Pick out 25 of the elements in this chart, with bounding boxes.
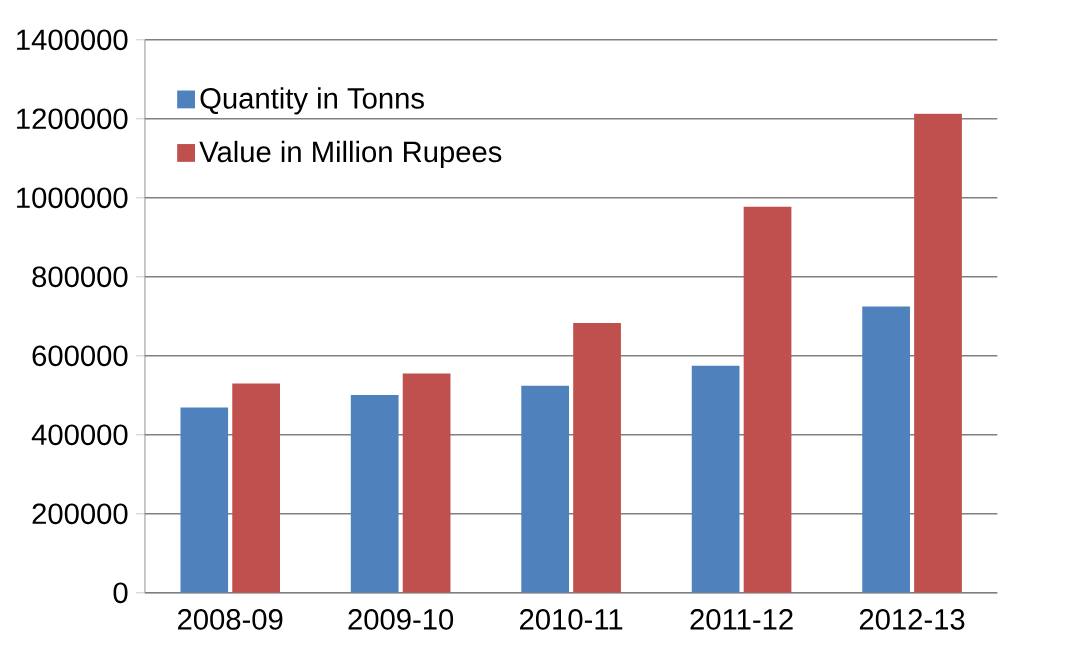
y-tick-label: 400000 (31, 424, 128, 446)
bar (862, 306, 910, 593)
bar (521, 385, 570, 593)
y-tick-label: 1400000 (17, 29, 128, 51)
bar (743, 206, 792, 593)
legend-label: Quantity in Tonns (200, 87, 424, 115)
x-tick-label: 2010-11 (520, 609, 623, 630)
y-tick-label: 800000 (32, 266, 128, 288)
legend-label: Value in Million Rupees (199, 140, 502, 169)
x-tick-label: 2008-09 (178, 609, 283, 630)
x-tick-label: 2012-13 (859, 609, 965, 630)
bar (232, 383, 280, 593)
y-tick-label: 1000000 (17, 187, 128, 209)
bar (691, 365, 740, 593)
bar (402, 373, 451, 593)
y-tick-label: 1200000 (17, 108, 128, 130)
y-tick-label: 0 (113, 582, 128, 604)
y-tick-label: 600000 (32, 345, 128, 367)
bar (350, 394, 399, 593)
bar (180, 407, 229, 593)
bar (914, 113, 962, 593)
x-tick-label: 2009-10 (348, 609, 454, 630)
x-tick-label: 2011-12 (690, 609, 793, 630)
bar (573, 323, 621, 593)
y-tick-label: 200000 (32, 503, 128, 525)
